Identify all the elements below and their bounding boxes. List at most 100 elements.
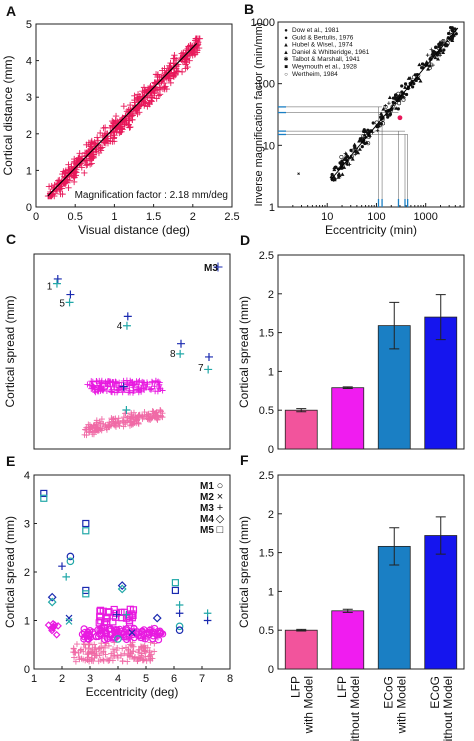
data-point <box>136 411 143 418</box>
y-axis-label: Inverse magnification factor (min/mm) <box>253 23 265 207</box>
data-point <box>66 552 75 561</box>
data-point <box>98 650 105 657</box>
data-point <box>448 37 453 41</box>
bar <box>284 409 318 450</box>
data-point <box>146 415 153 422</box>
data-point <box>428 55 433 60</box>
data-point <box>330 172 334 177</box>
data-point <box>418 78 423 83</box>
data-point <box>65 184 72 191</box>
y-tick-label: 4 <box>24 470 30 482</box>
data-point <box>128 642 135 649</box>
data-point <box>345 162 349 166</box>
data-point <box>135 412 142 419</box>
y-tick-label: 0.5 <box>259 405 274 417</box>
data-point <box>111 382 118 389</box>
data-point <box>128 625 135 632</box>
data-point <box>159 67 166 74</box>
data-point <box>412 81 416 86</box>
legend-entry: M4 <box>200 514 214 525</box>
data-point <box>361 135 365 140</box>
data-point <box>57 190 64 198</box>
data-point <box>411 85 415 89</box>
panel-f: 0 0.5 1 1.5 2 2.5 <box>259 470 465 676</box>
data-point <box>98 380 105 387</box>
data-point <box>130 381 137 388</box>
data-point <box>136 646 143 653</box>
data-point <box>122 321 131 330</box>
data-point <box>156 74 163 81</box>
data-point <box>448 25 453 30</box>
data-point <box>140 657 147 664</box>
data-point <box>437 51 442 55</box>
data-point <box>204 365 213 374</box>
data-point <box>436 56 441 61</box>
data-point <box>180 52 187 59</box>
data-point <box>93 134 101 141</box>
data-point <box>426 67 431 71</box>
data-point <box>83 626 90 633</box>
data-point <box>451 33 456 37</box>
data-point <box>175 626 184 635</box>
x-tick-label: 1 <box>31 673 37 685</box>
panel-label: A <box>6 3 16 19</box>
data-point <box>49 624 57 632</box>
plot-frame <box>35 23 233 208</box>
legend-entry: M3 <box>200 503 214 514</box>
legend-entry: M5 <box>200 525 214 536</box>
x-axis-label: Visual distance (deg) <box>78 223 190 237</box>
data-point <box>120 103 128 110</box>
data-point <box>337 173 341 177</box>
data-point <box>332 177 337 182</box>
data-point <box>152 377 159 384</box>
data-point <box>428 64 432 68</box>
x-tick-label: 1000 <box>413 211 437 223</box>
data-point <box>71 654 78 661</box>
data-point <box>89 425 96 432</box>
data-point <box>147 386 154 393</box>
data-point <box>154 86 161 93</box>
data-point <box>49 619 57 628</box>
data-point <box>108 415 115 422</box>
data-point <box>416 76 421 81</box>
y-tick-label: 0.5 <box>259 625 274 637</box>
y-tick-label: 1.5 <box>259 328 274 340</box>
data-point <box>128 614 136 622</box>
data-point <box>362 132 367 137</box>
legend-marker: ○ <box>284 72 288 78</box>
data-point <box>135 389 142 396</box>
data-point <box>101 124 109 131</box>
data-point <box>155 92 162 99</box>
data-point <box>125 635 132 642</box>
data-point <box>99 425 106 432</box>
fit-curve <box>330 27 459 180</box>
data-point <box>391 100 395 105</box>
data-point <box>375 128 380 133</box>
data-point <box>68 169 75 177</box>
y-tick-label: 1.5 <box>259 548 274 560</box>
data-point <box>110 129 117 136</box>
error-bar <box>342 608 353 613</box>
data-point <box>94 388 101 395</box>
legend-marker: ■ <box>284 65 288 71</box>
data-point <box>93 417 100 424</box>
data-point <box>53 274 62 283</box>
data-point <box>124 381 131 388</box>
data-point <box>52 279 61 288</box>
data-point <box>386 115 390 119</box>
data-point <box>128 650 135 657</box>
data-point <box>379 111 384 116</box>
data-point <box>177 339 185 348</box>
data-point <box>163 85 170 93</box>
data-point <box>119 382 128 391</box>
data-point <box>434 45 438 49</box>
x-tick-label: 100 <box>367 211 385 223</box>
legend-marker <box>213 262 223 272</box>
data-point <box>340 172 345 176</box>
data-point <box>55 177 62 184</box>
data-point <box>109 657 116 664</box>
data-point <box>40 489 48 498</box>
data-point <box>431 63 435 67</box>
